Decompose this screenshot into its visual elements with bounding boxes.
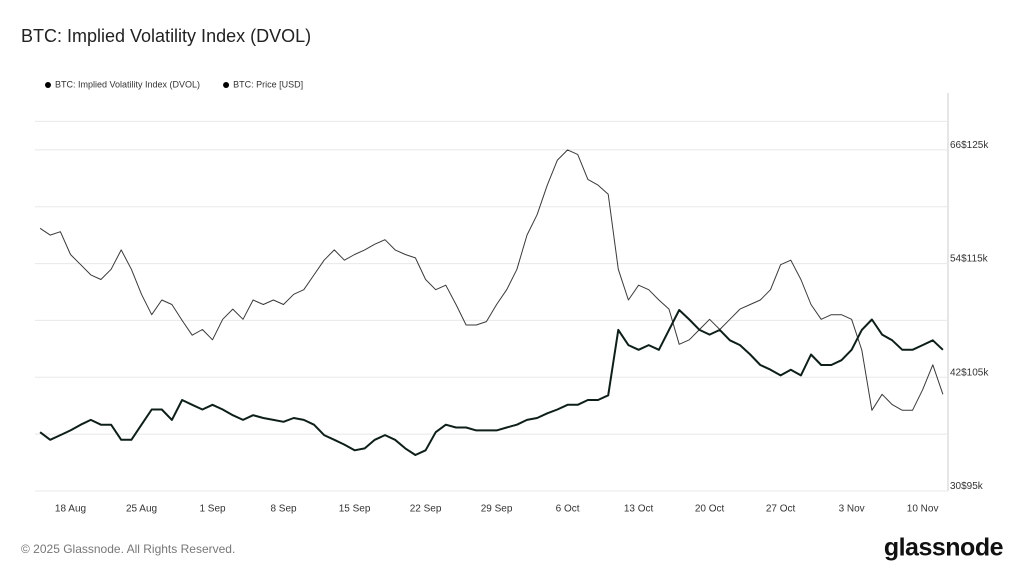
y-tick-label: 30$95k [950, 481, 984, 492]
legend-label: BTC: Implied Volatility Index (DVOL) [55, 79, 200, 89]
y-tick-label: 66$125k [950, 139, 989, 150]
legend-dot [45, 82, 51, 88]
y-tick-value: 54 [950, 253, 962, 264]
chart-title: BTC: Implied Volatility Index (DVOL) [21, 26, 311, 46]
y2-tick-value: $105k [961, 367, 989, 378]
x-tick-label: 13 Oct [624, 504, 654, 515]
y-tick-label: 42$105k [950, 367, 989, 378]
x-tick-label: 10 Nov [907, 504, 939, 515]
y2-tick-value: $95k [961, 481, 984, 492]
y-tick-label: 54$115k [950, 253, 989, 264]
y-tick-value: 66 [950, 139, 962, 150]
x-tick-label: 22 Sep [410, 504, 442, 515]
series-line [39, 149, 944, 411]
brand-logo: glassnode [884, 534, 1004, 562]
x-tick-label: 29 Sep [481, 504, 513, 515]
series-line [39, 309, 944, 456]
x-tick-label: 15 Sep [339, 504, 371, 515]
x-tick-label: 18 Aug [55, 504, 86, 515]
x-tick-label: 6 Oct [556, 504, 580, 515]
x-tick-label: 8 Sep [270, 504, 297, 515]
y-tick-value: 42 [950, 367, 962, 378]
grid [35, 120, 948, 492]
x-tick-label: 20 Oct [695, 504, 725, 515]
y-tick-value: 30 [950, 481, 962, 492]
x-tick-label: 27 Oct [766, 504, 796, 515]
y2-tick-value: $115k [961, 253, 989, 264]
x-tick-label: 1 Sep [199, 504, 226, 515]
copyright: © 2025 Glassnode. All Rights Reserved. [21, 542, 235, 556]
legend-label: BTC: Price [USD] [233, 79, 303, 89]
legend-dot [223, 82, 230, 88]
y2-tick-value: $125k [961, 139, 989, 150]
x-tick-label: 3 Nov [839, 504, 865, 515]
x-tick-label: 25 Aug [126, 504, 157, 515]
